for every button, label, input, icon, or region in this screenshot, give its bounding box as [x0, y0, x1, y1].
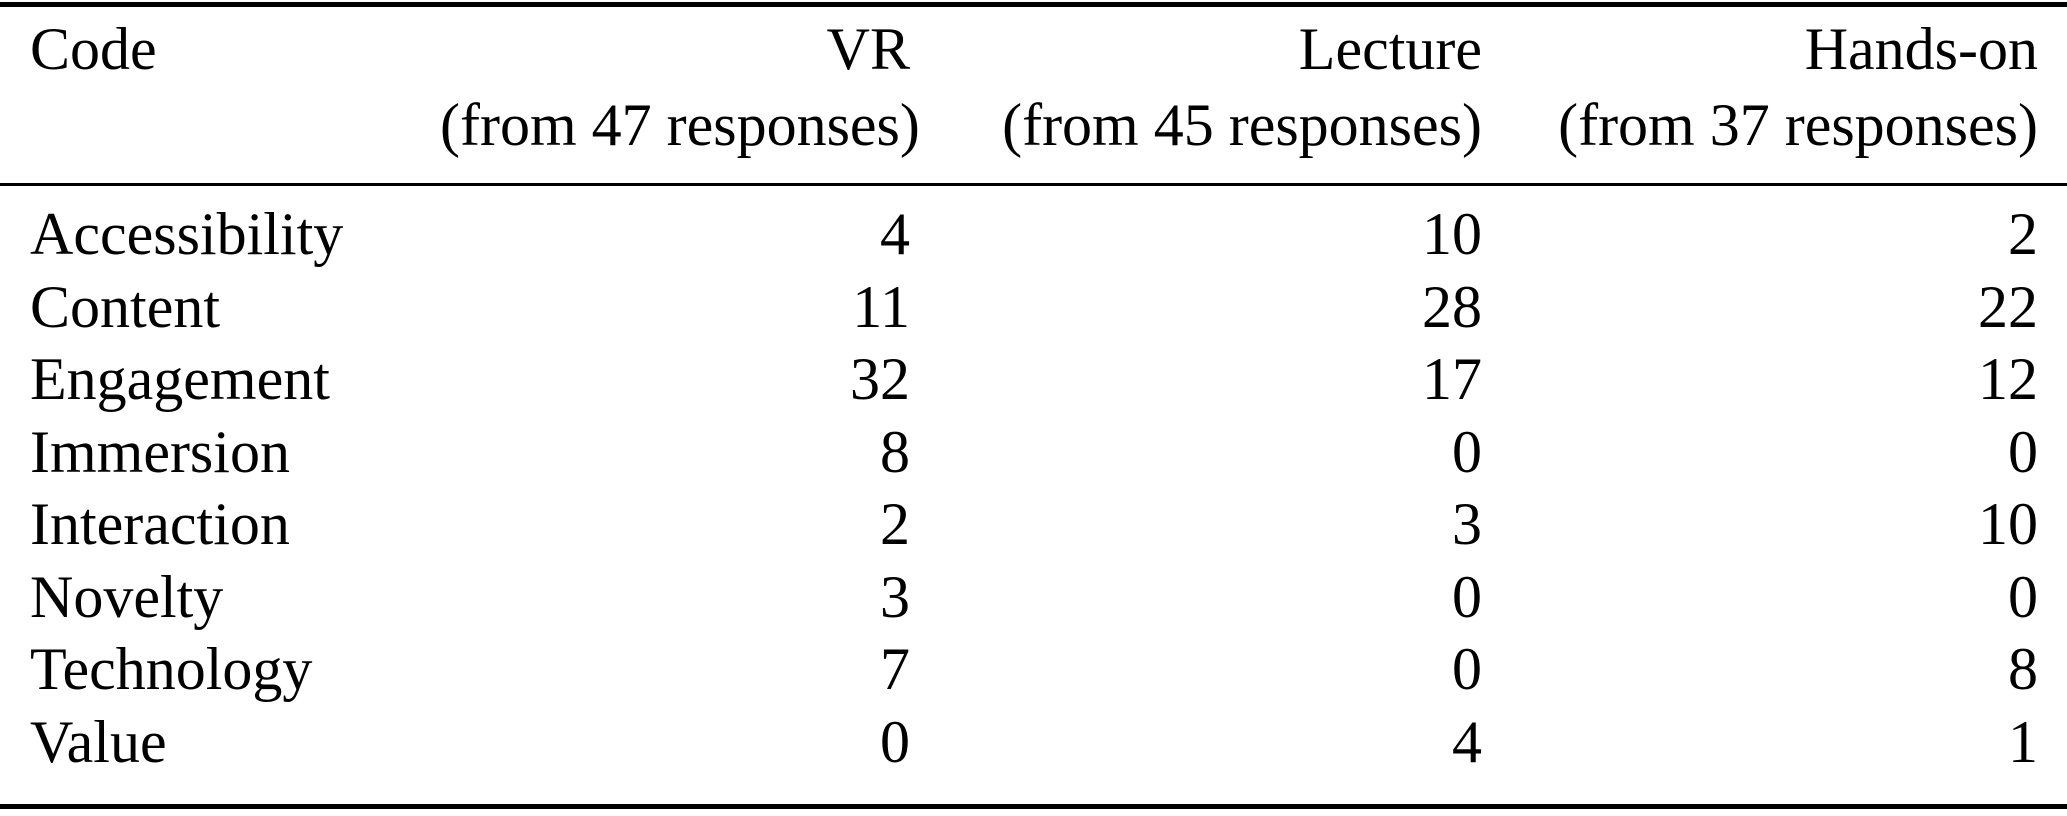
table-row: Interaction 2 3 10: [0, 488, 2067, 561]
hands-on-count-cell: 8: [2008, 636, 2038, 702]
vr-count-cell: 11: [852, 273, 910, 340]
column-label-lecture: Lecture: [1298, 16, 1482, 82]
code-cell: Immersion: [30, 418, 290, 485]
header-cell-lecture: Lecture (from 45 responses): [910, 7, 1482, 186]
lecture-count-cell: 0: [1452, 636, 1482, 702]
vr-count-cell: 0: [880, 708, 910, 775]
hands-on-count-cell: 10: [1978, 491, 2038, 557]
lecture-count-cell: 10: [1422, 201, 1482, 267]
column-label-hands-on: Hands-on: [1804, 16, 2038, 82]
hands-on-count-cell: 22: [1978, 273, 2038, 340]
table-row: Accessibility 4 10 2: [0, 186, 2067, 271]
table-body: Accessibility 4 10 2 Content 11 28 22 En…: [0, 186, 2067, 804]
hands-on-count-cell: 12: [1978, 346, 2038, 412]
lecture-count-cell: 0: [1452, 563, 1482, 630]
table-row: Value 0 4 1: [0, 706, 2067, 805]
code-cell: Content: [30, 273, 220, 340]
column-label-vr: VR: [826, 16, 910, 82]
column-sublabel-lecture: (from 45 responses): [1002, 92, 1482, 158]
header-row: Code VR (from 47 responses) Lecture (fro…: [0, 7, 2067, 186]
vr-count-cell: 7: [880, 636, 910, 702]
code-cell: Accessibility: [30, 201, 344, 267]
vr-count-cell: 32: [850, 346, 910, 412]
table-row: Technology 7 0 8: [0, 633, 2067, 706]
lecture-count-cell: 0: [1452, 418, 1482, 485]
column-sublabel-hands-on: (from 37 responses): [1558, 92, 2038, 158]
hands-on-count-cell: 0: [2008, 563, 2038, 630]
table-row: Novelty 3 0 0: [0, 561, 2067, 634]
code-cell: Interaction: [30, 491, 290, 557]
table-header: Code VR (from 47 responses) Lecture (fro…: [0, 7, 2067, 186]
vr-count-cell: 8: [880, 418, 910, 485]
lecture-count-cell: 17: [1422, 346, 1482, 412]
hands-on-count-cell: 0: [2008, 418, 2038, 485]
code-cell: Value: [30, 708, 167, 775]
table-row: Content 11 28 22: [0, 271, 2067, 344]
table-row: Engagement 32 17 12: [0, 343, 2067, 416]
column-sublabel-code: [30, 87, 440, 163]
hands-on-count-cell: 1: [2008, 708, 2038, 775]
table-row: Immersion 8 0 0: [0, 416, 2067, 489]
code-cell: Novelty: [30, 563, 224, 630]
vr-count-cell: 2: [880, 491, 910, 557]
column-label-code: Code: [30, 16, 157, 82]
header-cell-vr: VR (from 47 responses): [440, 7, 920, 186]
column-sublabel-vr: (from 47 responses): [440, 92, 920, 158]
code-cell: Technology: [30, 636, 313, 702]
lecture-count-cell: 4: [1452, 708, 1482, 775]
code-cell: Engagement: [30, 346, 330, 412]
header-cell-hands-on: Hands-on (from 37 responses): [1482, 7, 2067, 186]
hands-on-count-cell: 2: [2008, 201, 2038, 267]
lecture-count-cell: 3: [1452, 491, 1482, 557]
vr-count-cell: 4: [880, 201, 910, 267]
vr-count-cell: 3: [880, 563, 910, 630]
header-cell-code: Code: [0, 7, 440, 186]
lecture-count-cell: 28: [1422, 273, 1482, 340]
